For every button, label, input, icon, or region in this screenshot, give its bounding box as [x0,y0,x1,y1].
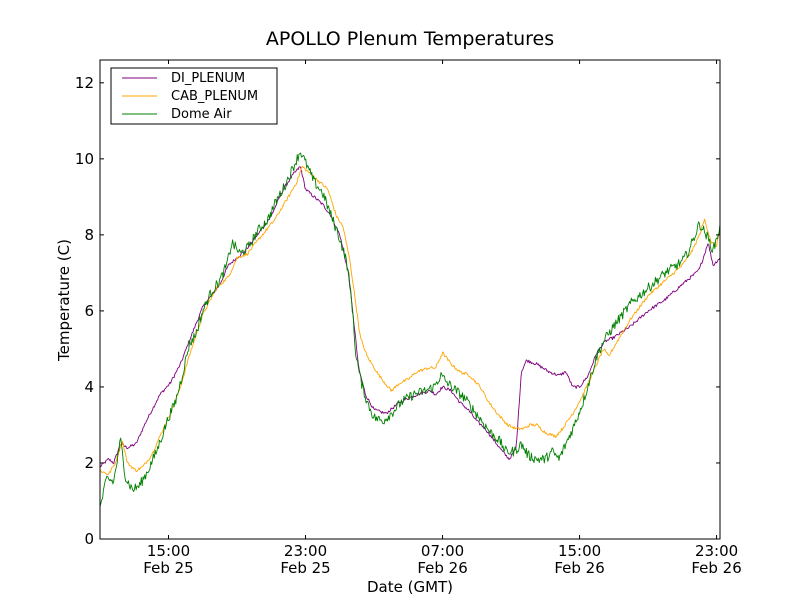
y-tick-label: 8 [84,226,94,244]
x-tick-label-date: Feb 26 [417,559,467,577]
series-line-di-plenum [100,166,720,468]
x-tick-label-time: 15:00 [147,542,190,560]
legend-label: Dome Air [171,107,232,122]
chart-title: APOLLO Plenum Temperatures [266,28,554,50]
y-tick-label: 10 [75,150,94,168]
x-tick-label-date: Feb 25 [280,559,330,577]
x-tick-label-time: 07:00 [421,542,464,560]
x-axis-label: Date (GMT) [367,578,453,596]
legend: DI_PLENUM CAB_PLENUM Dome Air [110,67,278,125]
y-tick-label: 6 [84,302,94,320]
x-tick-label-date: Feb 26 [554,559,604,577]
x-tick-label-time: 23:00 [695,542,738,560]
series-layer [100,152,720,507]
legend-label: DI_PLENUM [171,71,245,86]
y-axis-label: Temperature (C) [55,239,73,362]
y-tick-label: 2 [84,454,94,472]
legend-label: CAB_PLENUM [171,89,258,104]
y-tick-label: 12 [75,74,94,92]
plot-frame [99,59,721,540]
y-tick-label: 0 [84,530,94,548]
series-line-dome-air [100,152,720,507]
x-tick-label-time: 15:00 [558,542,601,560]
x-tick-label-date: Feb 25 [143,559,193,577]
y-tick-label: 4 [84,378,94,396]
x-tick-label-time: 23:00 [284,542,327,560]
x-tick-label-date: Feb 26 [691,559,741,577]
series-line-cab-plenum [100,165,720,476]
